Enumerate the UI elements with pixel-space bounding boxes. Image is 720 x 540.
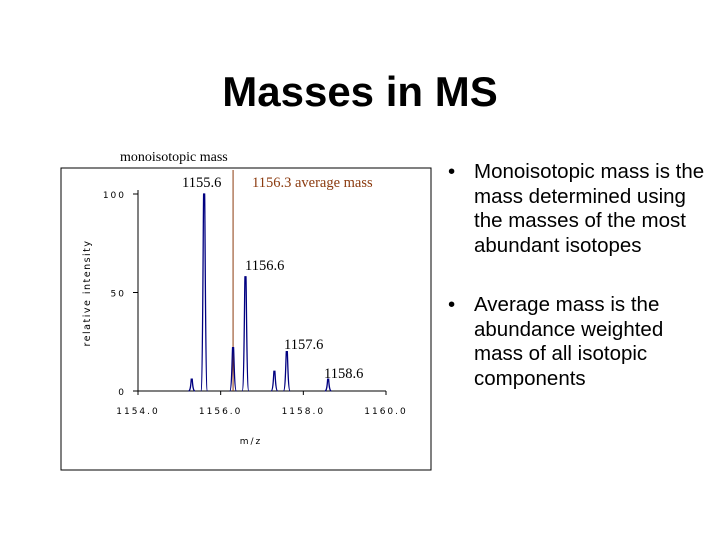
x-tick-label: 1156.0 [199,407,243,417]
bullet-average: • Average mass is the abundance weighted… [448,293,710,391]
bullet-marker: • [448,160,456,183]
x-tick-label: 1158.0 [282,407,326,417]
isotope-peak [241,276,250,392]
isotope-peak [282,350,291,392]
y-axis-label: relative intensity [82,239,93,346]
mass-spectrum-figure: monoisotopic mass 0 50 100 1154.0 1156.0 1158… [60,148,432,472]
slide-title: Masses in MS [222,68,498,115]
bullet-text: Average mass is the abundance weighted m… [474,293,664,390]
bullet-marker: • [448,293,456,316]
minor-peak [229,347,238,392]
peak-label: 1155.6 [182,175,221,191]
x-axis-label: m/z [240,437,263,447]
x-tick-label: 1160.0 [364,407,408,417]
peak-label: 1158.6 [324,366,363,382]
isotope-peak [200,193,209,392]
y-tick-label: 50 [111,290,126,300]
minor-peak [188,378,196,392]
isotope-peak [324,378,332,392]
y-tick-label: 100 [103,191,126,201]
peak-label: 1156.6 [245,258,284,274]
y-tick-label: 0 [118,388,126,398]
bullet-monoisotopic: • Monoisotopic mass is the mass determin… [448,160,710,258]
mass-spectrum-chart: monoisotopic mass 0 50 100 1154.0 1156.0 1158… [60,150,432,471]
minor-peak [270,370,279,392]
bullet-text: Monoisotopic mass is the mass determined… [474,160,705,257]
monoisotopic-mass-label: monoisotopic mass [120,150,228,165]
average-mass-label: 1156.3 average mass [252,175,373,191]
peak-series [188,193,332,392]
chart-axes: 0 50 100 1154.0 1156.0 1158.0 1160.0 m/z relativ… [82,190,408,447]
bullet-list: • Monoisotopic mass is the mass determin… [448,160,710,391]
x-tick-label: 1154.0 [116,407,160,417]
peak-label: 1157.6 [284,337,323,353]
